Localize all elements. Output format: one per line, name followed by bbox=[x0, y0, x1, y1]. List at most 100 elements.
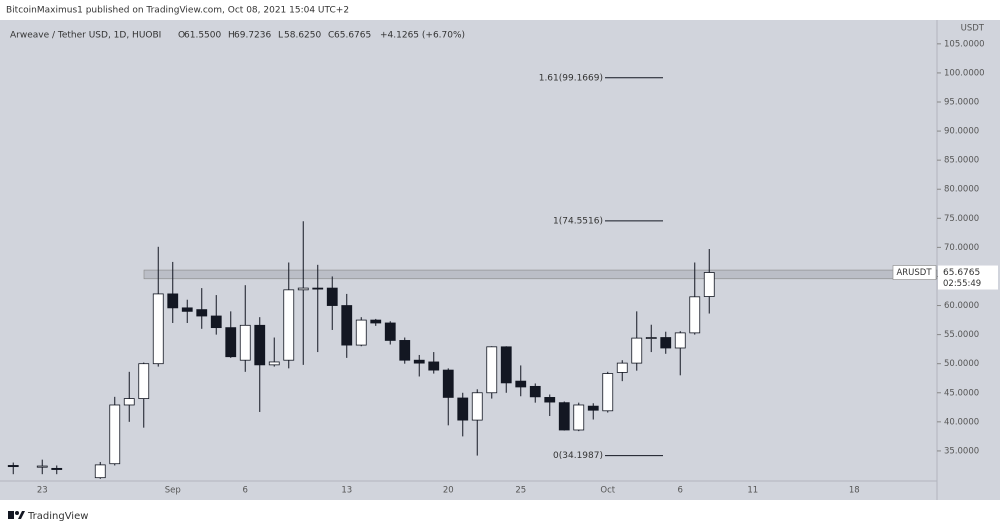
candle-body bbox=[341, 305, 353, 346]
legend-value: 58.6250 bbox=[284, 31, 321, 41]
x-tick-label: 6 bbox=[243, 486, 248, 496]
y-tick-label: 85.0000 bbox=[944, 156, 979, 166]
y-tick-label: 80.0000 bbox=[944, 185, 979, 195]
candle-body bbox=[457, 397, 469, 421]
candle bbox=[341, 293, 353, 358]
x-tick-label: 18 bbox=[849, 486, 860, 496]
candle-body bbox=[7, 465, 19, 468]
candle-body bbox=[428, 361, 440, 371]
candle bbox=[602, 371, 614, 413]
candle bbox=[631, 311, 643, 371]
candle bbox=[181, 299, 193, 323]
candle bbox=[573, 402, 585, 432]
candle bbox=[167, 261, 179, 323]
candle-body bbox=[399, 340, 411, 361]
candle bbox=[297, 221, 309, 365]
legend-value: 61.5500 bbox=[184, 31, 221, 41]
y-tick-label: 105.0000 bbox=[944, 39, 985, 49]
candle-body bbox=[631, 337, 643, 364]
candle-body bbox=[471, 392, 483, 421]
countdown: 02:55:49 bbox=[943, 279, 981, 289]
candle-body bbox=[109, 404, 121, 465]
candle bbox=[36, 459, 48, 475]
candle-body bbox=[225, 327, 237, 358]
candle bbox=[515, 365, 527, 397]
candle bbox=[413, 354, 425, 377]
candle-body bbox=[370, 319, 382, 324]
x-tick-label: Sep bbox=[165, 486, 181, 496]
candle bbox=[196, 288, 208, 329]
y-tick-label: 45.0000 bbox=[944, 388, 979, 398]
candle bbox=[370, 318, 382, 326]
y-tick-label: 95.0000 bbox=[944, 97, 979, 107]
candle bbox=[312, 264, 324, 353]
candle-body bbox=[660, 337, 672, 349]
y-tick-label: 70.0000 bbox=[944, 243, 979, 253]
price-tag-bg bbox=[938, 265, 998, 290]
candle-body bbox=[152, 293, 164, 365]
legend-key: O bbox=[178, 31, 185, 41]
candle-body bbox=[94, 464, 106, 479]
candle bbox=[355, 317, 367, 347]
footer-logo bbox=[8, 511, 25, 519]
candle-body bbox=[674, 332, 686, 349]
candle-body bbox=[544, 397, 556, 403]
header: BitcoinMaximus1 published on TradingView… bbox=[6, 6, 349, 16]
candle bbox=[529, 383, 541, 403]
legend-key: L bbox=[278, 31, 283, 41]
candle-body bbox=[326, 287, 338, 306]
y-tick-label: 40.0000 bbox=[944, 417, 979, 427]
chart-background bbox=[0, 20, 1000, 500]
candle bbox=[587, 403, 599, 420]
candle bbox=[500, 346, 512, 393]
candle-body bbox=[36, 465, 48, 468]
price-tag: 65.6765 bbox=[943, 268, 980, 278]
candle-body bbox=[515, 380, 527, 388]
candle-body bbox=[529, 385, 541, 398]
legend-value: 65.6765 bbox=[334, 31, 371, 41]
y-axis-label: USDT bbox=[961, 24, 985, 34]
candle-body bbox=[312, 287, 324, 290]
y-tick-label: 55.0000 bbox=[944, 330, 979, 340]
candle bbox=[674, 331, 686, 376]
candle bbox=[428, 352, 440, 374]
candle bbox=[616, 360, 628, 382]
candle bbox=[239, 285, 251, 372]
candle bbox=[123, 371, 135, 422]
candle-body bbox=[123, 398, 135, 406]
candle-body bbox=[196, 309, 208, 317]
x-tick-label: 20 bbox=[443, 486, 454, 496]
x-tick-label: 6 bbox=[678, 486, 683, 496]
candle-body bbox=[254, 324, 266, 366]
footer: TradingView bbox=[27, 511, 88, 522]
candle bbox=[471, 389, 483, 456]
fib-label: 1.61(99.1669) bbox=[539, 73, 603, 83]
candle bbox=[544, 394, 556, 417]
candle-body bbox=[283, 289, 295, 361]
candle bbox=[7, 462, 19, 475]
candle bbox=[210, 295, 222, 335]
candle bbox=[138, 362, 150, 428]
candle bbox=[109, 396, 121, 466]
candle-body bbox=[51, 467, 63, 470]
legend-key: H bbox=[228, 31, 235, 41]
candle-body bbox=[413, 359, 425, 364]
candle bbox=[152, 246, 164, 367]
candle bbox=[254, 317, 266, 412]
candle-body bbox=[442, 369, 454, 398]
candle bbox=[660, 331, 672, 354]
y-tick-label: 100.0000 bbox=[944, 68, 985, 78]
legend-change: +4.1265 (+6.70%) bbox=[380, 31, 465, 41]
candle bbox=[486, 346, 498, 399]
candle bbox=[703, 248, 715, 314]
x-tick-label: Oct bbox=[600, 486, 615, 496]
candle bbox=[399, 337, 411, 364]
candle-body bbox=[239, 324, 251, 361]
candle-body bbox=[181, 307, 193, 312]
resistance-zone bbox=[143, 269, 938, 280]
candle bbox=[94, 461, 106, 479]
x-tick-label: 13 bbox=[341, 486, 352, 496]
candle-body bbox=[268, 361, 280, 366]
y-tick-label: 35.0000 bbox=[944, 446, 979, 456]
